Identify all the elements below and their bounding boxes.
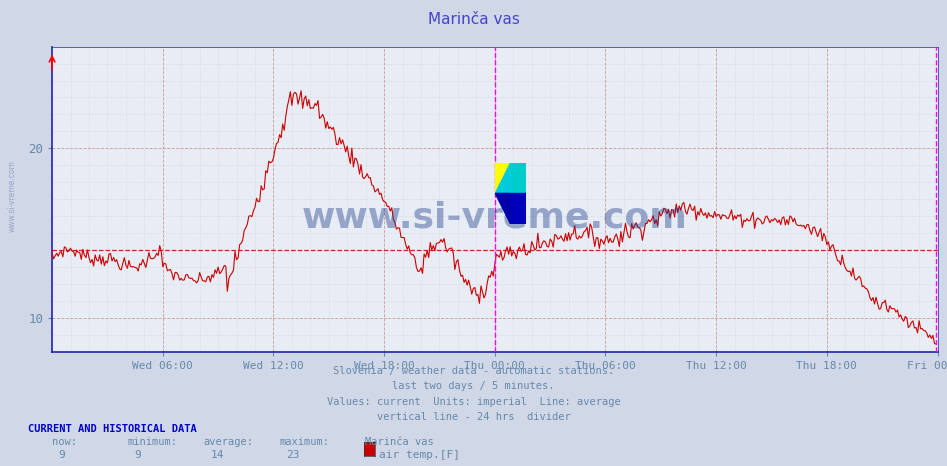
Text: Marinča vas: Marinča vas <box>365 437 434 446</box>
Bar <box>510 193 526 224</box>
Polygon shape <box>495 163 510 193</box>
Text: 23: 23 <box>286 450 299 459</box>
Text: now:: now: <box>52 437 77 446</box>
Polygon shape <box>495 193 510 224</box>
Text: maximum:: maximum: <box>279 437 330 446</box>
Text: 9: 9 <box>134 450 141 459</box>
Text: www.si-vreme.com: www.si-vreme.com <box>302 200 688 234</box>
Text: CURRENT AND HISTORICAL DATA: CURRENT AND HISTORICAL DATA <box>28 424 197 434</box>
Bar <box>510 163 526 193</box>
Text: www.si-vreme.com: www.si-vreme.com <box>8 160 17 232</box>
Bar <box>495 163 510 193</box>
Text: vertical line - 24 hrs  divider: vertical line - 24 hrs divider <box>377 412 570 422</box>
Text: last two days / 5 minutes.: last two days / 5 minutes. <box>392 381 555 391</box>
Text: 14: 14 <box>210 450 223 459</box>
Text: Marinča vas: Marinča vas <box>427 12 520 27</box>
Text: minimum:: minimum: <box>128 437 178 446</box>
Text: average:: average: <box>204 437 254 446</box>
Text: Slovenia / weather data - automatic stations.: Slovenia / weather data - automatic stat… <box>333 366 614 376</box>
Text: Values: current  Units: imperial  Line: average: Values: current Units: imperial Line: av… <box>327 397 620 406</box>
Text: 9: 9 <box>59 450 65 459</box>
Text: air temp.[F]: air temp.[F] <box>379 450 460 459</box>
